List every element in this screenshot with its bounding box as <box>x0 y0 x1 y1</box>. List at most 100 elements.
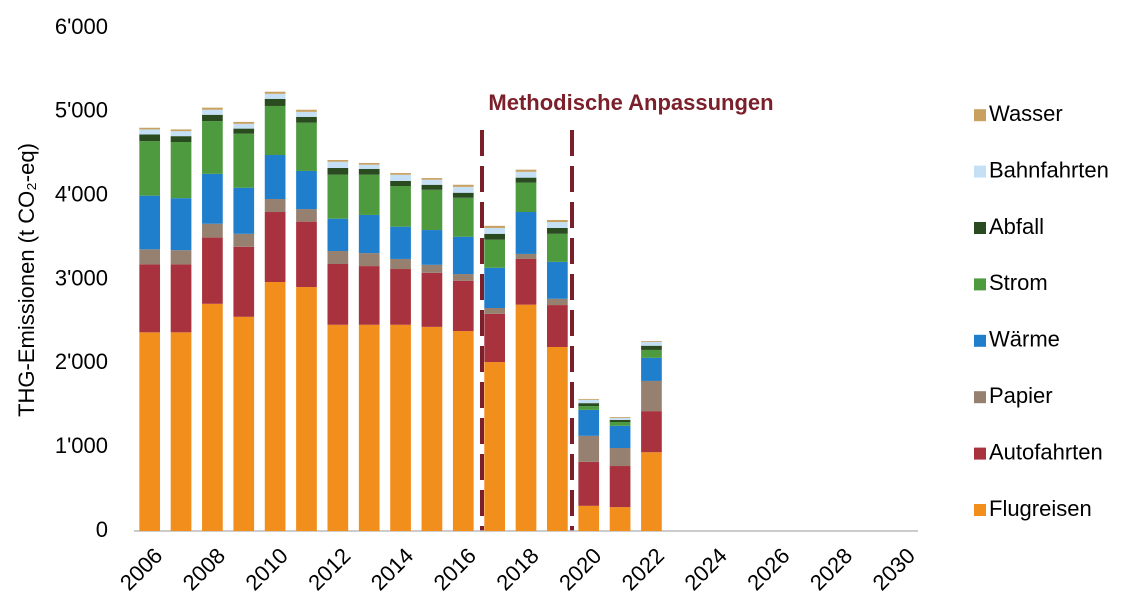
bar-segment <box>327 160 349 162</box>
bar-segment <box>452 186 474 193</box>
bar-segment <box>641 411 662 453</box>
bar-segment <box>547 227 568 234</box>
bar-segment <box>233 121 255 124</box>
bar-segment <box>296 209 317 222</box>
x-tick-label: 2028 <box>805 543 857 595</box>
bar-segment <box>233 133 255 188</box>
bar-segment <box>202 303 223 531</box>
x-tick-label: 2008 <box>178 543 230 595</box>
legend-label: Abfall <box>989 214 1044 239</box>
x-tick-label: 2010 <box>240 543 292 595</box>
bar-segment <box>358 266 380 325</box>
bar-segment <box>264 155 286 200</box>
bar-segment <box>390 226 411 259</box>
bar-segment <box>139 195 161 250</box>
bar-segment <box>296 170 317 210</box>
bar-segment <box>358 168 380 175</box>
bar-segment <box>484 225 505 228</box>
bar-segment <box>233 128 255 134</box>
legend-label: Wärme <box>989 327 1060 352</box>
bar-segment <box>421 264 443 273</box>
bar-segment <box>327 218 349 251</box>
bar-segment <box>421 326 443 531</box>
bar-segment <box>641 341 662 342</box>
bar-segment <box>421 189 443 231</box>
y-tick-label: 5'000 <box>55 98 108 123</box>
bar-segment <box>296 111 317 117</box>
y-tick-label: 0 <box>96 517 108 542</box>
bar-segment <box>139 127 161 130</box>
bar-segment <box>327 263 349 325</box>
bar-segment <box>515 171 537 178</box>
bar-segment <box>421 272 443 327</box>
y-tick-label: 4'000 <box>55 181 108 206</box>
legend-label: Autofahrten <box>989 439 1103 464</box>
bar-segment <box>390 180 411 187</box>
bar-segment <box>358 174 380 215</box>
x-tick-label: 2024 <box>680 543 732 595</box>
bar-segment <box>358 324 380 531</box>
bar-segment <box>139 264 161 333</box>
bar-segment <box>609 417 631 420</box>
bar-segment <box>139 332 161 531</box>
bar-segment <box>578 399 600 404</box>
bar-segment <box>578 403 600 407</box>
bar-segment <box>202 107 223 110</box>
bar-segment <box>641 349 662 358</box>
bar-segment <box>484 227 505 234</box>
bar-segment <box>202 223 223 238</box>
legend-swatch <box>974 165 986 178</box>
bar-segment <box>547 219 568 223</box>
legend-label: Papier <box>989 383 1053 408</box>
bar-segment <box>358 214 380 254</box>
bar-segment <box>390 324 411 531</box>
bar-segment <box>233 316 255 531</box>
bar-segment <box>609 448 631 467</box>
bar-segment <box>578 409 600 436</box>
bar-segment <box>547 298 568 306</box>
bar-segment <box>264 199 286 213</box>
bar-segment <box>170 136 192 143</box>
bar-segment <box>327 250 349 264</box>
bar-segment <box>358 253 380 267</box>
bar-segment <box>578 435 600 462</box>
bar-segment <box>609 466 631 508</box>
bar-segment <box>609 422 631 426</box>
bar-segment <box>170 142 192 199</box>
bar-segment <box>641 345 662 350</box>
bar-segment <box>452 236 474 275</box>
bar-segment <box>358 164 380 169</box>
bar-segment <box>484 239 505 268</box>
bar-segment <box>233 246 255 317</box>
bar-segment <box>484 267 505 309</box>
bar-segment <box>484 233 505 240</box>
bar-segment <box>202 109 223 115</box>
bar-segment <box>421 184 443 190</box>
bar-segment <box>547 233 568 262</box>
bar-segment <box>515 177 537 183</box>
bar-segment <box>641 357 662 381</box>
bar-segment <box>452 197 474 237</box>
bar-segment <box>547 346 568 531</box>
x-tick-label: 2030 <box>868 543 920 595</box>
bar-segment <box>452 192 474 198</box>
legend-swatch <box>974 109 986 122</box>
bar-segment <box>390 269 411 325</box>
bar-segment <box>296 109 317 112</box>
bar-segment <box>390 258 411 270</box>
bar-segment <box>452 280 474 332</box>
bar-segment <box>609 507 631 531</box>
bar-segment <box>515 169 537 172</box>
legend-label: Bahnfahrten <box>989 157 1109 182</box>
bar-segment <box>578 406 600 410</box>
bar-segment <box>452 331 474 531</box>
bar-segment <box>170 131 192 137</box>
x-tick-label: 2018 <box>491 543 543 595</box>
bar-segment <box>139 249 161 265</box>
bar-segment <box>170 198 192 251</box>
legend-swatch <box>974 222 986 234</box>
bar-segment <box>296 122 317 171</box>
bar-segment <box>202 114 223 122</box>
bar-segment <box>327 174 349 219</box>
bar-segment <box>547 261 568 299</box>
